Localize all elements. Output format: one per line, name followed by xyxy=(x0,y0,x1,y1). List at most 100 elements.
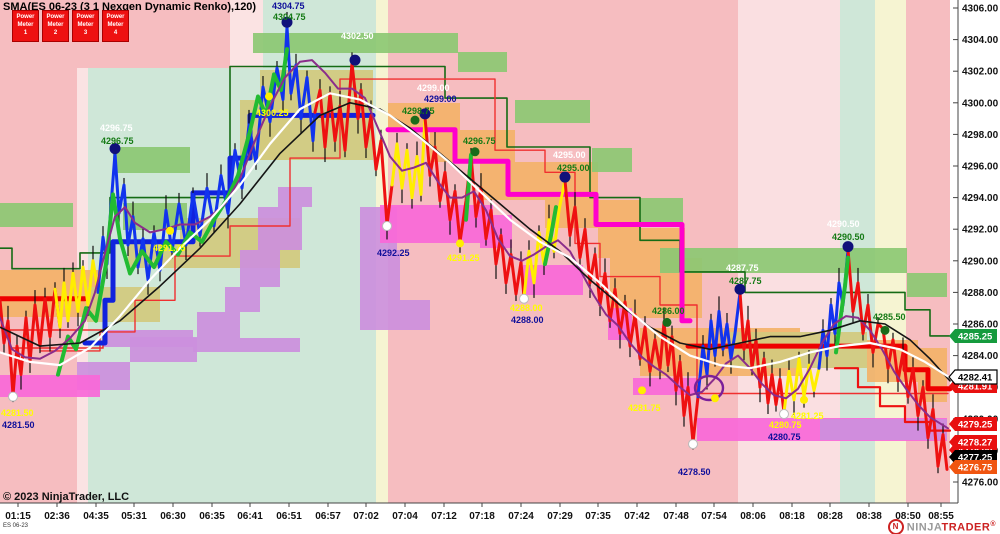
time-tick-label: 07:12 xyxy=(431,511,457,522)
power-meter-button-2[interactable]: Power Meter 2 xyxy=(42,10,69,42)
time-tick-label: 07:04 xyxy=(392,511,418,522)
swing-marker xyxy=(166,226,174,235)
power-meter-button-4[interactable]: Power Meter 4 xyxy=(102,10,129,42)
price-label: 4287.75 xyxy=(729,276,762,286)
price-label: 4278.50 xyxy=(678,467,711,477)
price-tick-label: 4288.00 xyxy=(962,288,999,299)
time-tick-label: 07:54 xyxy=(701,511,727,522)
time-tick-label: 06:35 xyxy=(199,511,225,522)
swing-marker xyxy=(662,317,672,327)
ninjatrader-logo-icon: N xyxy=(887,519,904,534)
black-sma-line xyxy=(0,102,951,382)
power-meter-button-3[interactable]: Power Meter 3 xyxy=(72,10,99,42)
price-label: 4296.75 xyxy=(101,136,134,146)
renko-yellow-4 xyxy=(782,357,821,414)
price-zone-green xyxy=(113,147,190,173)
swing-marker xyxy=(281,16,293,28)
time-tick-label: 07:35 xyxy=(585,511,611,522)
time-tick-label: 04:35 xyxy=(83,511,109,522)
background-stripe xyxy=(77,0,88,503)
instrument-tag: ES 06-23 xyxy=(3,523,29,529)
swing-marker xyxy=(880,325,890,335)
price-tick-label: 4286.00 xyxy=(962,320,999,331)
price-label: 4296.75 xyxy=(100,123,133,133)
power-meter-buttons: Power Meter 1 Power Meter 2 Power Meter 3 Power Me… xyxy=(12,10,129,42)
price-tag xyxy=(948,369,998,385)
swing-marker xyxy=(419,108,431,120)
price-label: 4290.50 xyxy=(832,232,865,242)
price-zone-violet xyxy=(278,187,312,207)
dark-green-step-line xyxy=(0,65,951,337)
price-label: 4292.25 xyxy=(377,248,410,258)
price-tag-label: 4277.25 xyxy=(958,453,993,464)
price-label: 4304.75 xyxy=(273,12,306,22)
time-tick-label: 05:31 xyxy=(121,511,147,522)
price-zone-green xyxy=(458,52,507,72)
swing-marker xyxy=(519,293,529,304)
price-label: 4280.75 xyxy=(769,420,802,430)
price-zone-green xyxy=(253,33,458,53)
price-label: 4281.75 xyxy=(628,403,661,413)
price-label: 4287.75 xyxy=(726,263,759,273)
green-momo-4 xyxy=(834,255,850,355)
price-label: 4299.00 xyxy=(424,94,457,104)
price-label: 4304.75 xyxy=(272,1,305,11)
price-label: 4281.50 xyxy=(2,420,35,430)
price-zone-green xyxy=(592,148,632,172)
swing-marker xyxy=(470,147,480,157)
price-zone-violet xyxy=(240,250,280,287)
price-tick-label: 4304.00 xyxy=(962,35,999,46)
price-label: 4291.25 xyxy=(447,253,480,263)
green-momo-2 xyxy=(464,152,473,222)
price-tag xyxy=(949,417,997,431)
price-tick-label: 4298.00 xyxy=(962,130,999,141)
swing-marker xyxy=(349,54,361,66)
price-tag-label: 4278.27 xyxy=(958,438,992,449)
price-zone-violet xyxy=(820,419,947,440)
swing-marker xyxy=(842,241,854,253)
brand-registered-mark: ® xyxy=(990,520,996,528)
swing-marker xyxy=(8,391,18,402)
time-tick-label: 08:55 xyxy=(928,511,954,522)
green-momo-1 xyxy=(56,47,289,377)
price-zone-green xyxy=(0,203,73,227)
price-label: 4302.50 xyxy=(341,31,374,41)
price-zone-violet xyxy=(225,287,260,312)
swing-marker xyxy=(109,143,121,155)
price-zone-violet xyxy=(197,312,240,338)
price-label: 4295.00 xyxy=(553,150,586,160)
swing-marker xyxy=(734,283,746,295)
time-tick-label: 02:36 xyxy=(44,511,70,522)
price-label: 4285.50 xyxy=(873,312,906,322)
price-tick-label: 4294.00 xyxy=(962,193,999,204)
time-tick-label: 06:41 xyxy=(237,511,263,522)
time-tick-label: 07:48 xyxy=(663,511,689,522)
price-label: 4280.75 xyxy=(768,432,801,442)
swing-marker xyxy=(711,394,719,403)
ninjatrader-logo: N NINJATRADER® xyxy=(887,519,996,534)
magenta-trend-step-line xyxy=(385,127,693,324)
power-meter-button-1[interactable]: Power Meter 1 xyxy=(12,10,39,42)
swing-marker xyxy=(559,171,571,183)
price-label: 4298.75 xyxy=(402,106,435,116)
swing-marker xyxy=(410,115,420,125)
price-tick-label: 4306.00 xyxy=(962,4,999,15)
purple-circle-annotation xyxy=(693,374,725,402)
brand-trader: TRADER xyxy=(941,521,991,534)
time-tick-label: 08:50 xyxy=(895,511,921,522)
thin-red-step-line xyxy=(39,78,949,395)
price-tag-label: 4276.75 xyxy=(958,463,993,474)
price-tick-label: 4302.00 xyxy=(962,67,999,78)
time-tick-label: 08:38 xyxy=(856,511,882,522)
price-zone-violet xyxy=(193,338,300,352)
price-label: 4281.25 xyxy=(791,411,824,421)
price-zone-green xyxy=(907,273,947,297)
time-tick-label: 08:18 xyxy=(779,511,805,522)
price-zone-violet xyxy=(360,250,400,300)
swing-marker xyxy=(265,92,273,101)
time-tick-label: 08:28 xyxy=(817,511,843,522)
brand-ninja: NINJA xyxy=(906,521,942,534)
time-tick-label: 07:29 xyxy=(547,511,573,522)
